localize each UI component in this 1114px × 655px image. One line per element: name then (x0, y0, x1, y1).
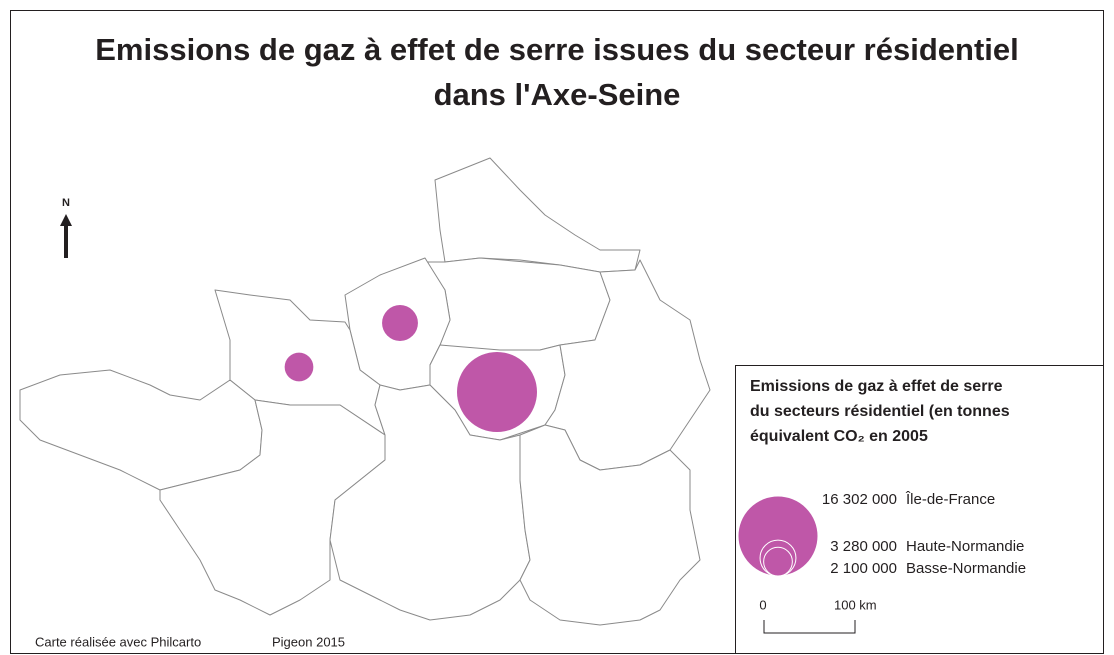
legend-box (735, 365, 1104, 654)
legend-title: du secteurs résidentiel (en tonnes (750, 403, 1010, 420)
scale-label: 100 km (834, 597, 877, 612)
north-arrow (60, 214, 72, 258)
legend-circles (737, 495, 819, 577)
legend-title: Emissions de gaz à effet de serre (750, 378, 1003, 395)
legend-title: équivalent CO₂ en 2005 (750, 428, 928, 445)
scale-bar (763, 620, 856, 634)
region (519, 424, 701, 626)
map-circles (284, 305, 537, 432)
emission-circle (284, 352, 314, 382)
map-title: Emissions de gaz à effet de serre issues… (95, 32, 1019, 67)
legend-value: 3 280 000 (830, 538, 897, 555)
emission-circle (457, 352, 537, 432)
legend-name: Basse-Normandie (906, 560, 1026, 577)
legend-value: 2 100 000 (830, 560, 897, 577)
region (424, 257, 611, 351)
north-label: N (62, 197, 70, 209)
map-title: dans l'Axe-Seine (434, 77, 681, 112)
legend-name: Île-de-France (905, 491, 995, 508)
emission-circle (382, 305, 418, 341)
credit: Pigeon 2015 (272, 634, 345, 649)
legend-name: Haute-Normandie (906, 538, 1024, 555)
credit: Carte réalisée avec Philcarto (35, 634, 201, 649)
legend-circle (763, 546, 793, 577)
regions (19, 157, 711, 626)
legend-value: 16 302 000 (822, 491, 897, 508)
scale-label: 0 (759, 597, 766, 612)
